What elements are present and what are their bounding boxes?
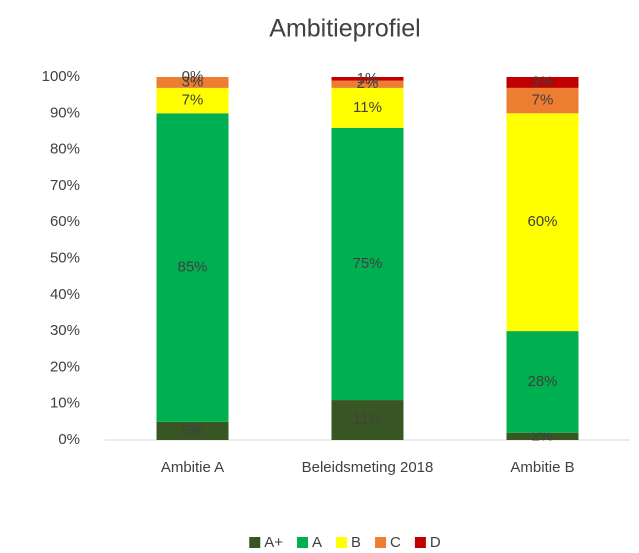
legend-swatch: [336, 537, 348, 548]
legend: A+ A B C D: [249, 534, 441, 551]
legend-label: C: [390, 534, 401, 551]
x-tick-label: Beleidsmeting 2018: [301, 459, 434, 476]
y-tick-label: 0%: [58, 431, 80, 448]
y-tick-label: 50%: [50, 249, 80, 266]
legend-swatch: [297, 537, 309, 548]
bar-segment: [506, 77, 579, 88]
bar-segment: [156, 113, 229, 422]
bar-segment: [331, 77, 404, 81]
data-label: 5%: [182, 422, 204, 439]
y-tick-label: 40%: [50, 286, 80, 303]
data-label: 0%: [182, 68, 204, 85]
bar-segment: [331, 87, 404, 128]
bar-segment: [506, 331, 579, 433]
y-tick-label: 90%: [50, 104, 80, 121]
y-tick-label: 10%: [50, 395, 80, 412]
data-label: 3%: [532, 73, 554, 90]
chart-title: Ambitieprofiel: [269, 15, 420, 43]
legend-swatch: [249, 537, 261, 548]
x-tick-label: Ambitie A: [160, 459, 225, 476]
legend-label: A+: [264, 534, 283, 551]
bar-segment: [506, 87, 579, 114]
bar-segment: [156, 77, 229, 88]
bar-segment: [156, 421, 229, 440]
legend-swatch: [375, 537, 387, 548]
legend-swatch: [414, 537, 426, 548]
data-label: 60%: [527, 213, 557, 230]
bar-segment: [331, 127, 404, 401]
legend-label: A: [312, 534, 322, 551]
bar-segment: [331, 400, 404, 440]
y-tick-label: 100%: [42, 68, 80, 85]
y-tick-label: 70%: [50, 177, 80, 194]
x-tick-label: Ambitie B: [510, 459, 575, 476]
data-label: 7%: [182, 92, 204, 109]
bar-segment: [331, 80, 404, 88]
data-label: 7%: [532, 92, 554, 109]
legend-label: B: [351, 534, 361, 551]
data-label: 85%: [177, 259, 207, 276]
data-label: 1%: [357, 70, 379, 87]
data-label: 3%: [182, 73, 204, 90]
legend-label: D: [430, 534, 441, 551]
data-label: 28%: [527, 373, 557, 390]
y-tick-label: 80%: [50, 141, 80, 158]
bar-segment: [156, 87, 229, 114]
y-tick-label: 60%: [50, 213, 80, 230]
data-label: 11%: [353, 411, 382, 428]
data-label: 11%: [353, 99, 382, 116]
y-tick-label: 20%: [50, 358, 80, 375]
y-tick-label: 30%: [50, 322, 80, 339]
data-label: 75%: [352, 255, 382, 272]
bar-segment: [506, 113, 579, 332]
bar-segment: [506, 432, 579, 440]
